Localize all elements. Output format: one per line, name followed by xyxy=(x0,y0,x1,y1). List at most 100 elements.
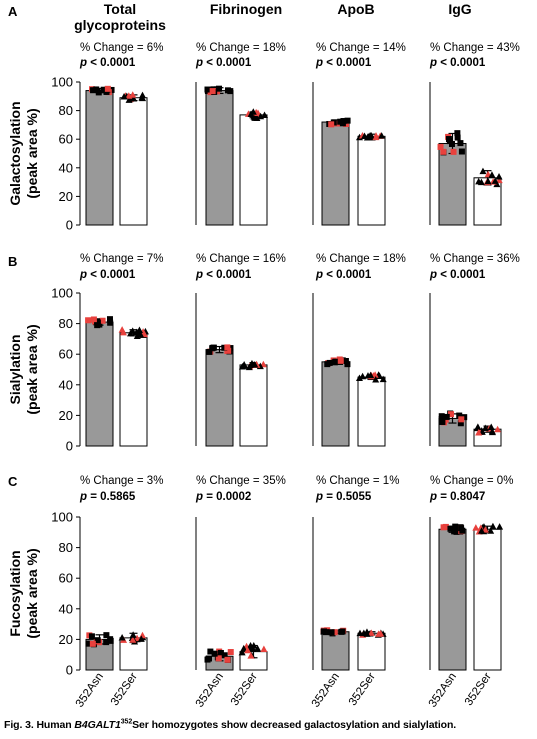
bar-352asn xyxy=(321,361,350,447)
data-point xyxy=(107,319,114,326)
data-point xyxy=(367,629,375,636)
data-point xyxy=(371,371,379,378)
data-point xyxy=(457,140,464,147)
data-point xyxy=(107,637,114,644)
x-tick-label-352asn: 352Asn xyxy=(194,671,226,710)
data-point xyxy=(494,425,502,433)
p-value-label: p < 0.0001 xyxy=(429,57,486,69)
percent-change-label: % Change = 43% xyxy=(430,42,520,54)
p-value-label: p = 0.0002 xyxy=(195,491,251,503)
p-value-label: p < 0.0001 xyxy=(79,57,136,69)
data-point xyxy=(138,631,146,639)
data-point xyxy=(367,371,375,379)
percent-change-label: % Change = 14% xyxy=(316,42,406,54)
caption-suffix: Ser homozygotes show decreased galactosy… xyxy=(132,719,457,731)
x-tick-label-352asn: 352Asn xyxy=(310,671,342,710)
x-tick-label-352asn: 352Asn xyxy=(74,671,106,710)
bar-352ser xyxy=(119,97,148,226)
y-axis-label: (peak area %) xyxy=(24,324,40,414)
data-point xyxy=(440,524,447,531)
data-point xyxy=(137,635,145,642)
data-point xyxy=(224,344,231,351)
y-axis-label: Fucosylation xyxy=(7,550,23,636)
data-point xyxy=(211,650,218,657)
data-point xyxy=(94,318,101,325)
data-point xyxy=(372,376,380,383)
data-point xyxy=(363,630,371,637)
data-point xyxy=(130,95,138,102)
data-point xyxy=(215,85,222,92)
p-value-label: p = 0.5055 xyxy=(315,491,372,503)
data-point xyxy=(372,133,380,141)
data-point xyxy=(204,656,211,663)
data-point xyxy=(217,649,224,656)
data-point xyxy=(496,523,504,530)
data-point xyxy=(119,328,127,336)
data-point xyxy=(481,424,489,431)
y-axis-label: (peak area %) xyxy=(24,108,40,198)
data-point xyxy=(207,648,214,655)
data-point xyxy=(475,428,483,436)
data-point xyxy=(90,316,97,323)
caption-prefix: Fig. 3. Human xyxy=(4,719,75,731)
subplot-apob: % Change = 1% p = 0.5055 352Asn 352Ser xyxy=(310,475,400,710)
y-tick-label: 40 xyxy=(59,160,73,175)
data-point xyxy=(103,88,110,95)
subplot-total-glycoproteins: % Change = 3% p = 0.5865 0 20 40 60 80 100 352As… xyxy=(51,475,163,710)
x-tick-label-352ser: 352Ser xyxy=(463,671,494,708)
p-value-label: p = 0.5865 xyxy=(79,491,136,503)
panel-C: C Fucosylation (peak area %) % Change = 3% p… xyxy=(7,474,513,710)
data-point xyxy=(254,644,262,652)
data-point xyxy=(439,418,446,425)
data-point xyxy=(104,85,111,92)
bar-352asn xyxy=(438,528,467,671)
y-axis-label: (peak area %) xyxy=(24,548,40,638)
data-point xyxy=(129,631,137,638)
p-value-label: p < 0.0001 xyxy=(315,57,372,69)
data-point xyxy=(209,88,216,95)
data-point xyxy=(356,629,364,637)
data-point xyxy=(227,649,234,656)
p-value-label: p < 0.0001 xyxy=(429,269,486,281)
y-tick-label: 0 xyxy=(66,663,73,678)
data-point xyxy=(331,629,338,636)
data-point xyxy=(133,328,141,336)
data-point xyxy=(495,176,503,184)
data-point xyxy=(447,525,454,532)
data-point xyxy=(204,86,211,93)
data-point xyxy=(238,648,246,656)
data-point xyxy=(328,629,335,636)
data-point xyxy=(133,332,141,339)
data-point xyxy=(324,361,331,368)
data-point xyxy=(481,526,489,533)
subplot-fibrinogen: % Change = 35% p = 0.0002 352Asn 352Ser xyxy=(194,475,286,710)
data-point xyxy=(487,423,495,431)
data-point xyxy=(221,344,228,351)
y-tick-label: 40 xyxy=(59,601,73,616)
data-point xyxy=(493,180,501,188)
percent-change-label: % Change = 16% xyxy=(196,253,286,265)
data-point xyxy=(495,173,503,180)
data-point xyxy=(94,637,101,644)
data-point xyxy=(320,628,327,635)
data-point xyxy=(489,522,497,530)
data-point xyxy=(445,136,452,143)
y-tick-label: 80 xyxy=(59,316,73,331)
data-point xyxy=(334,120,341,127)
data-point xyxy=(251,360,259,368)
bar-352ser xyxy=(357,376,386,447)
caption-gene: B4GALT1 xyxy=(74,719,121,731)
bar-352ser xyxy=(357,135,386,226)
data-point xyxy=(93,86,100,93)
data-point xyxy=(125,92,133,99)
data-point xyxy=(474,423,482,430)
y-tick-label: 60 xyxy=(59,571,73,586)
data-point xyxy=(378,132,386,139)
subplot-apob: % Change = 18% p < 0.0001 xyxy=(312,253,406,447)
y-tick-label: 80 xyxy=(59,103,73,118)
data-point xyxy=(448,411,455,418)
data-point xyxy=(438,413,445,420)
p-value-label: p < 0.0001 xyxy=(79,269,136,281)
data-point xyxy=(257,112,265,120)
y-axis-label: Galactosylation xyxy=(7,101,23,205)
